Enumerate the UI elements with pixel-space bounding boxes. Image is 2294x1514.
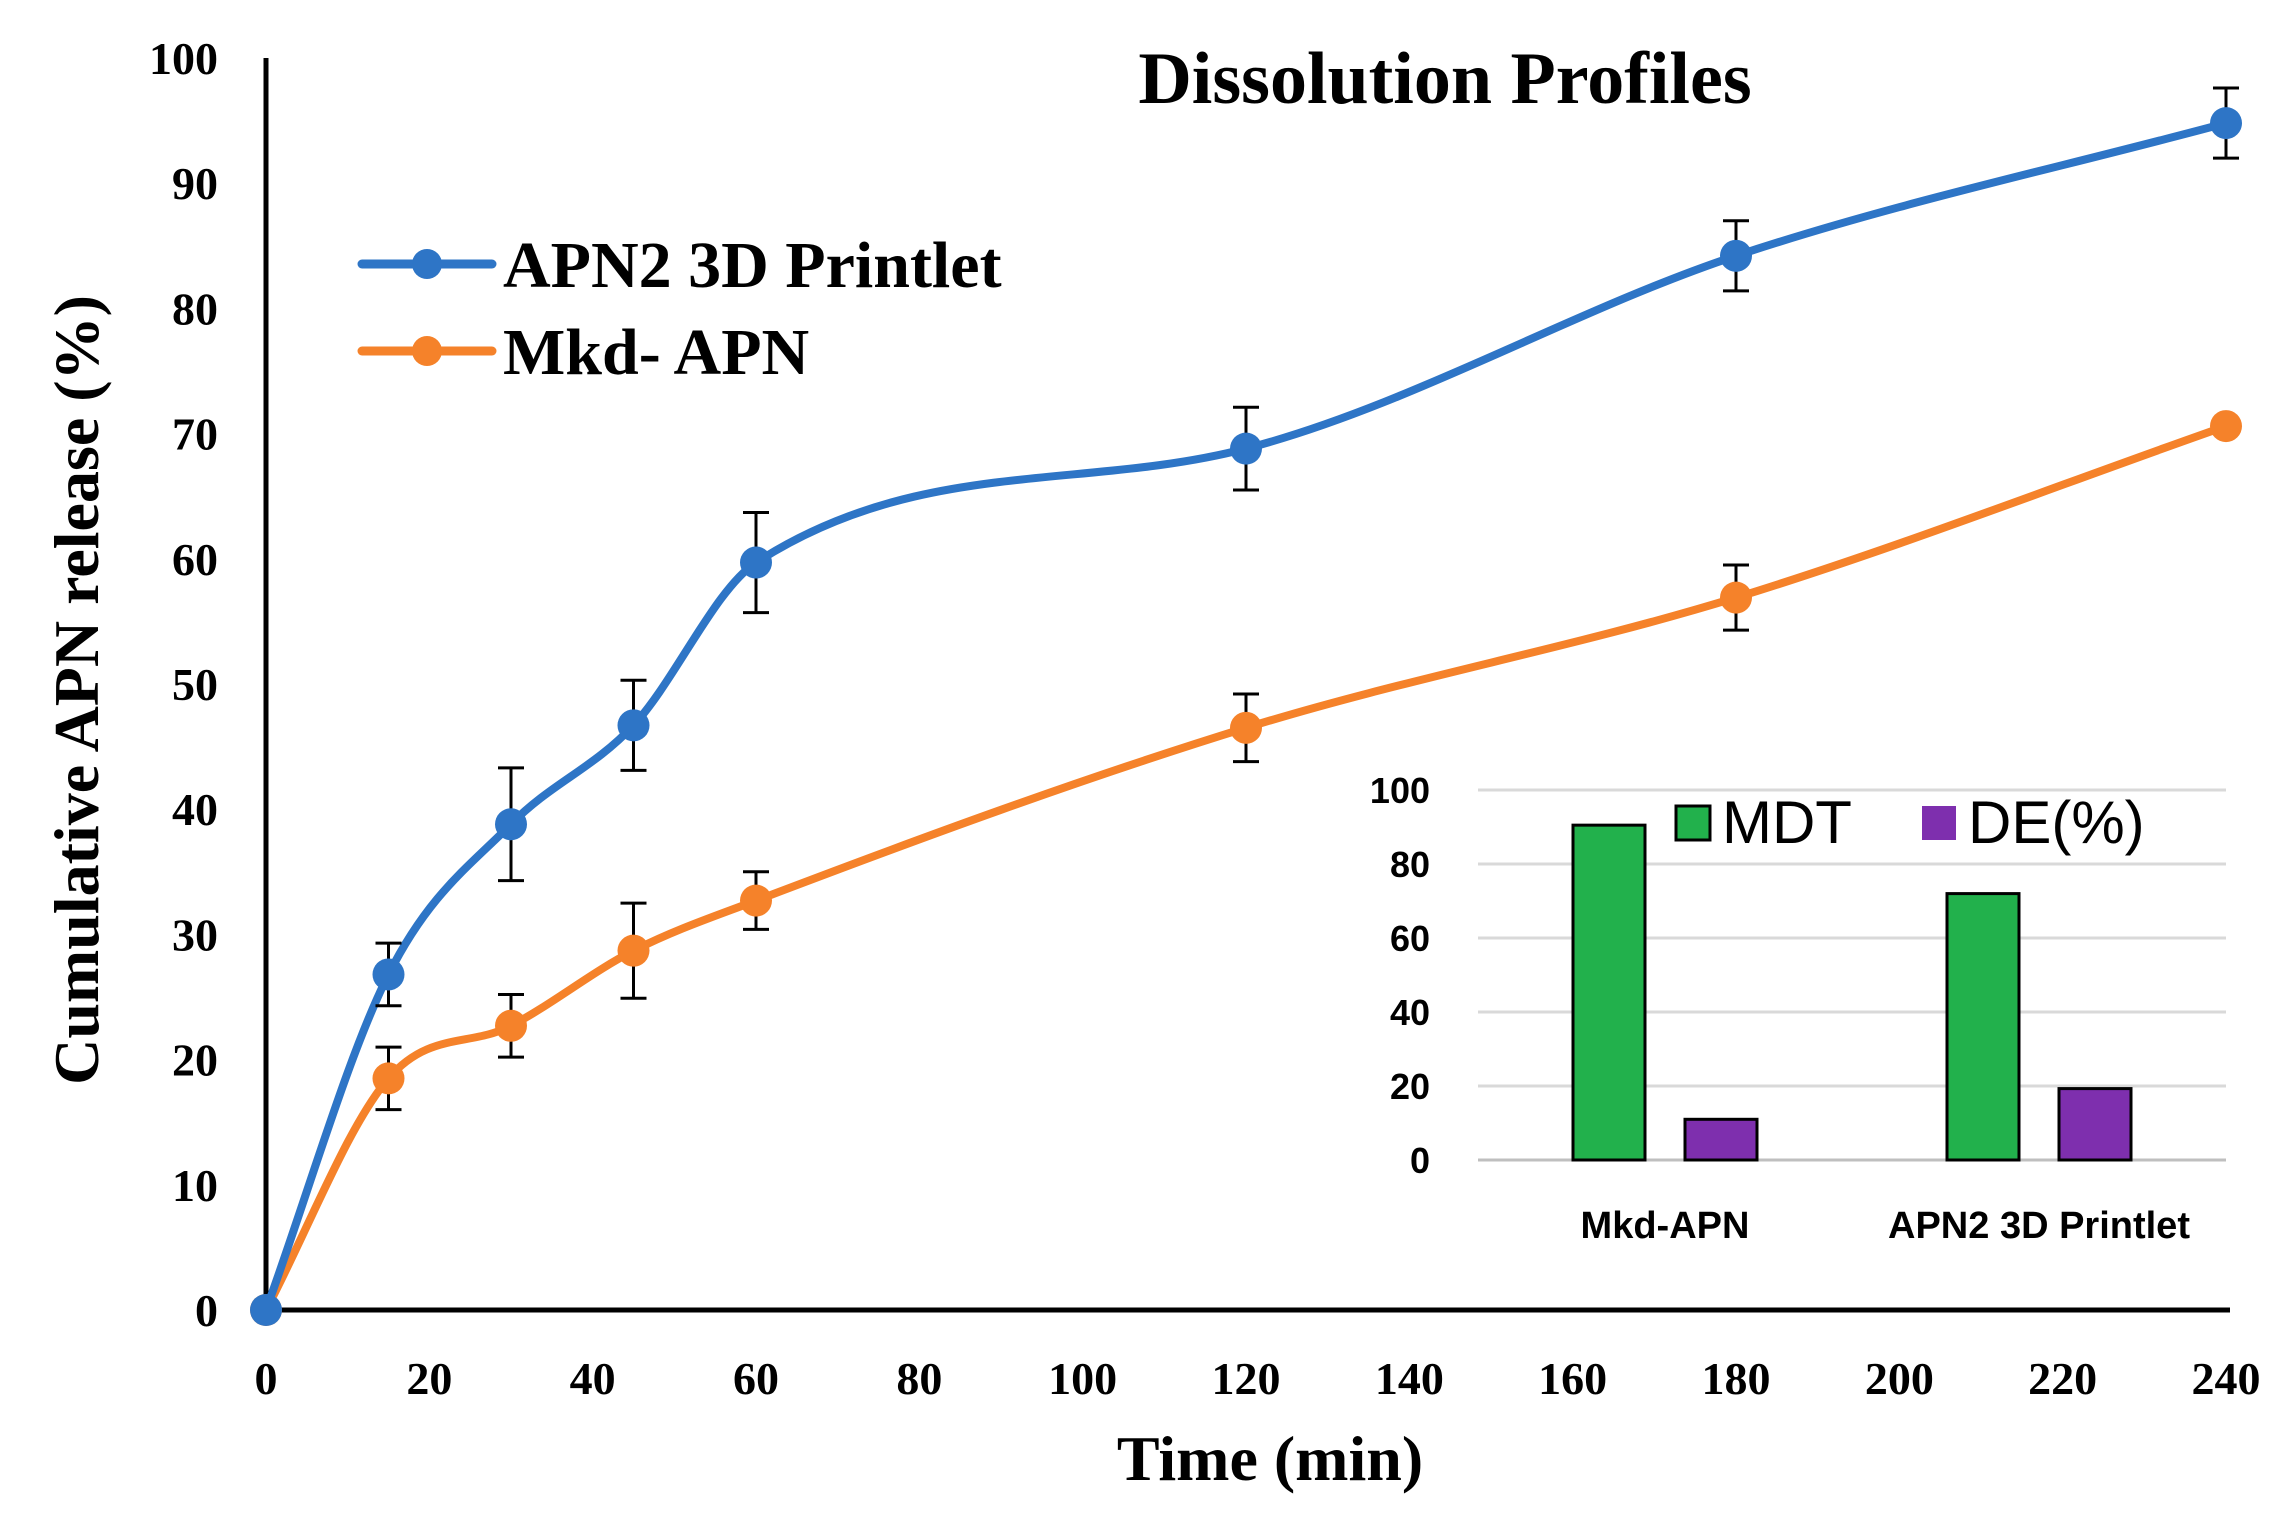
data-point-mkd (740, 884, 772, 917)
inset-legend-label-mdt: MDT (1722, 789, 1852, 856)
data-point-apn2 (1230, 432, 1262, 465)
dissolution-chart: Dissolution Profiles 0 10 20 30 40 50 60 70 80 90… (41, 33, 2261, 1494)
inset-bars (1571, 823, 2133, 1162)
inset-bar-chart: 0 20 40 60 80 100 Mkd-APN APN2 3D Printlet MDT… (1370, 770, 2226, 1247)
y-tick-label: 10 (172, 1160, 218, 1211)
inset-y-tick-label: 0 (1410, 1140, 1430, 1181)
legend-label-mkd: Mkd- APN (503, 316, 809, 389)
data-point-apn2 (495, 808, 527, 841)
legend-marker-apn2 (412, 249, 442, 279)
y-tick-label: 60 (172, 534, 218, 585)
inset-y-tick-label: 80 (1390, 844, 1430, 885)
data-point-mkd (617, 934, 650, 967)
x-tick-label: 100 (1048, 1353, 1117, 1404)
inset-category-label: APN2 3D Printlet (1888, 1205, 2190, 1247)
inset-y-tick-label: 40 (1390, 992, 1430, 1033)
inset-legend-swatch-de (1922, 806, 1956, 840)
legend-item-mkd: Mkd- APN (357, 316, 809, 389)
inset-y-tick-label: 100 (1370, 770, 1430, 811)
x-tick-label: 200 (1865, 1353, 1934, 1404)
y-tick-label: 50 (172, 659, 218, 710)
inset-bar-de (2057, 1087, 2133, 1162)
series-mkd (250, 410, 2242, 1326)
y-tick-label: 20 (172, 1035, 218, 1086)
data-point-apn2 (1720, 239, 1752, 272)
series-layer (250, 86, 2242, 1326)
data-point-apn2 (250, 1294, 282, 1326)
x-axis-label: Time (min) (1117, 1423, 1423, 1494)
x-tick-label: 80 (896, 1353, 942, 1404)
inset-legend-swatch-mdt (1674, 804, 1712, 842)
x-tick-label: 0 (255, 1353, 278, 1404)
y-tick-label: 70 (172, 409, 218, 460)
inset-y-tick-label: 20 (1390, 1066, 1430, 1107)
data-point-apn2 (372, 958, 405, 991)
data-point-mkd (495, 1009, 527, 1042)
inset-category-labels: Mkd-APN APN2 3D Printlet (1581, 1205, 2191, 1247)
inset-bar-de (1683, 1117, 1759, 1162)
y-tick-label: 90 (172, 158, 218, 209)
x-tick-label: 180 (1702, 1353, 1771, 1404)
data-point-apn2 (617, 709, 650, 742)
legend-label-apn2: APN2 3D Printlet (503, 229, 1002, 302)
y-tick-label: 100 (149, 33, 218, 84)
data-point-apn2 (740, 546, 772, 579)
data-point-mkd (1720, 581, 1752, 614)
legend: APN2 3D Printlet Mkd- APN (357, 229, 1002, 389)
inset-category-label: Mkd-APN (1581, 1205, 1750, 1247)
data-point-mkd (2210, 410, 2242, 443)
y-tick-labels: 0 10 20 30 40 50 60 70 80 90 100 (149, 33, 218, 1336)
x-tick-label: 220 (2028, 1353, 2097, 1404)
inset-y-tick-labels: 0 20 40 60 80 100 (1370, 770, 1430, 1181)
inset-bar-mdt (1945, 892, 2021, 1162)
legend-marker-mkd (412, 336, 442, 366)
data-point-apn2 (2210, 107, 2242, 140)
series-apn2 (250, 86, 2242, 1326)
y-tick-label: 80 (172, 283, 218, 334)
inset-bar-mdt (1571, 823, 1647, 1162)
data-point-mkd (372, 1062, 405, 1095)
x-tick-label: 40 (570, 1353, 616, 1404)
inset-y-tick-label: 60 (1390, 918, 1430, 959)
chart-title: Dissolution Profiles (1138, 38, 1751, 120)
x-tick-labels: 0 20 40 60 80 100 120 140 160 180 200 220 240 (255, 1353, 2261, 1404)
data-point-mkd (1230, 711, 1262, 744)
x-tick-label: 160 (1538, 1353, 1607, 1404)
y-tick-label: 40 (172, 784, 218, 835)
inset-legend-label-de: DE(%) (1968, 789, 2145, 856)
y-axis-label: Cumulative APN release (%) (41, 295, 112, 1085)
series-line-mkd (262, 422, 2230, 1314)
x-tick-label: 140 (1375, 1353, 1444, 1404)
x-tick-label: 60 (733, 1353, 779, 1404)
inset-legend: MDT DE(%) (1674, 789, 2145, 856)
x-tick-label: 120 (1212, 1353, 1281, 1404)
x-tick-label: 20 (406, 1353, 452, 1404)
y-tick-label: 0 (195, 1285, 218, 1336)
legend-item-apn2: APN2 3D Printlet (357, 229, 1002, 302)
y-tick-label: 30 (172, 909, 218, 960)
x-tick-label: 240 (2192, 1353, 2261, 1404)
